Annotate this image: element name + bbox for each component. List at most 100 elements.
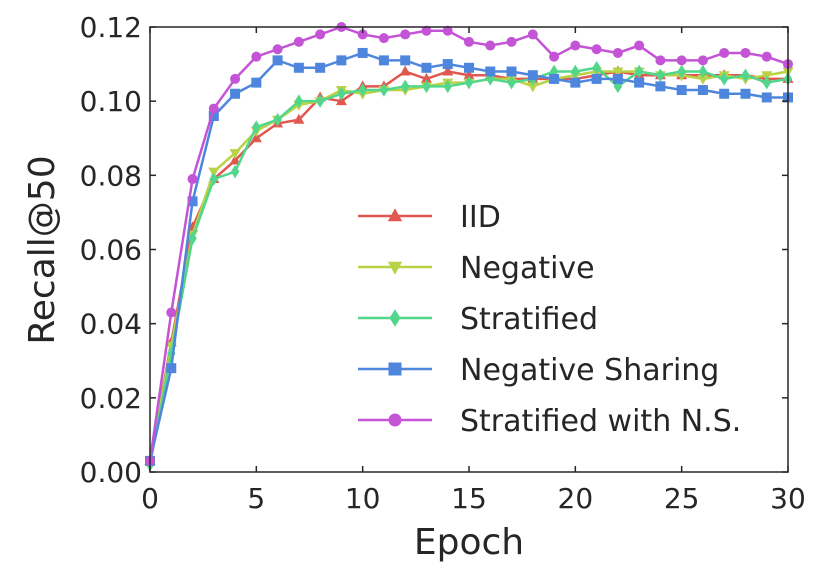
data-point-stratified [315, 94, 325, 108]
data-point-stratified [762, 75, 771, 90]
data-point-negative-sharing [719, 88, 730, 99]
series-stratified-with-n-s [145, 22, 793, 466]
legend-label-negative: Negative [460, 251, 595, 286]
legend-label-iid: IID [460, 200, 501, 235]
data-point-stratified [294, 94, 304, 108]
data-point-negative-sharing [761, 92, 772, 103]
data-point-iid [293, 113, 305, 124]
data-point-stratified-with-n-s [570, 40, 581, 51]
data-point-iid [442, 65, 454, 76]
data-point-negative-sharing [400, 55, 411, 66]
data-point-negative-sharing [612, 73, 623, 84]
ticks-layer: 0 5 10 15 20 25 30 0.00 0.02 0.04 0.06 0.08 0.10 0.12 [80, 11, 806, 515]
legend-marker-stratified-with-n-s [388, 413, 402, 427]
y-tick-label: 0.10 [80, 85, 142, 118]
data-point-negative-sharing [464, 62, 474, 73]
data-point-negative-sharing [293, 62, 304, 73]
legend-marker-negative [387, 261, 403, 275]
legend: IID Negative Stratified Negative Sharing Str… [358, 200, 741, 439]
data-point-stratified-with-n-s [527, 29, 538, 40]
data-point-negative [612, 67, 624, 78]
series-layer [144, 22, 794, 472]
data-point-stratified-with-n-s [251, 51, 262, 62]
y-tick-label: 0.06 [80, 234, 142, 267]
data-point-negative-sharing [251, 77, 262, 88]
data-point-negative-sharing [591, 73, 602, 84]
data-point-stratified-with-n-s [740, 47, 751, 58]
x-tick-label: 10 [345, 482, 381, 515]
data-point-stratified-with-n-s [506, 36, 517, 47]
data-point-negative-sharing [166, 363, 177, 374]
data-point-stratified [656, 68, 665, 82]
legend-item-stratified: Stratified [358, 302, 598, 337]
data-point-negative-sharing [315, 62, 326, 73]
data-point-stratified [464, 75, 474, 90]
data-point-negative-sharing [421, 62, 432, 73]
data-point-negative [229, 149, 241, 160]
data-point-stratified-with-n-s [719, 47, 730, 58]
y-tick-label: 0.00 [80, 456, 142, 489]
legend-marker-stratified [389, 309, 401, 327]
data-point-stratified-with-n-s [166, 307, 177, 318]
legend-item-stratified-with-n-s: Stratified with N.S. [358, 404, 741, 439]
data-point-iid [399, 65, 411, 76]
data-point-stratified [400, 79, 410, 94]
data-point-stratified [741, 68, 750, 82]
data-point-stratified-with-n-s [187, 174, 198, 185]
data-point-stratified [507, 75, 516, 90]
data-point-stratified [634, 64, 644, 79]
data-point-stratified-with-n-s [676, 55, 687, 66]
data-point-stratified-with-n-s [293, 36, 304, 47]
data-point-stratified [273, 112, 282, 127]
y-axis-title: Recall@50 [22, 155, 63, 344]
data-point-stratified [422, 79, 431, 94]
data-point-stratified-with-n-s [421, 25, 432, 36]
data-point-stratified-with-n-s [272, 44, 283, 55]
data-point-stratified [337, 87, 346, 101]
data-point-stratified [230, 164, 240, 179]
x-tick-label: 0 [141, 482, 159, 515]
data-point-negative-sharing [676, 85, 687, 96]
data-point-iid [229, 154, 241, 165]
data-point-stratified [677, 64, 686, 79]
data-point-stratified-with-n-s [655, 55, 666, 66]
y-tick-label: 0.12 [80, 11, 142, 44]
y-tick-label: 0.02 [80, 382, 142, 415]
data-point-negative [527, 82, 539, 93]
data-point-stratified [443, 79, 452, 94]
data-point-stratified-with-n-s [464, 36, 474, 47]
data-point-iid [250, 132, 262, 143]
data-point-stratified [358, 83, 367, 97]
x-tick-label: 5 [247, 482, 265, 515]
legend-marker-iid [387, 208, 403, 222]
x-tick-label: 15 [451, 482, 487, 515]
data-point-negative [697, 74, 709, 85]
data-point-stratified-with-n-s [761, 51, 772, 62]
data-point-negative-sharing [527, 70, 538, 81]
data-point-stratified [252, 120, 261, 134]
data-point-iid [463, 69, 475, 80]
data-point-negative-sharing [506, 66, 517, 77]
data-point-negative-sharing [378, 55, 389, 66]
y-tick-label: 0.08 [80, 159, 142, 192]
data-point-stratified-with-n-s [549, 51, 560, 62]
data-point-negative-sharing [634, 77, 645, 88]
x-tick-label: 30 [770, 482, 806, 515]
legend-marker-negative-sharing [388, 362, 402, 376]
data-point-stratified-with-n-s [612, 47, 623, 58]
data-point-stratified-with-n-s [378, 33, 389, 44]
data-point-negative-sharing [357, 47, 368, 58]
x-tick-label: 20 [558, 482, 594, 515]
data-point-stratified-with-n-s [400, 29, 411, 40]
data-point-negative-sharing [570, 77, 581, 88]
y-tick-label: 0.04 [80, 308, 142, 341]
data-point-stratified-with-n-s [357, 29, 368, 40]
legend-item-negative-sharing: Negative Sharing [358, 353, 719, 388]
legend-item-iid: IID [358, 200, 501, 235]
data-point-stratified [188, 231, 197, 246]
data-point-stratified [698, 64, 708, 79]
data-point-negative-sharing [442, 59, 453, 70]
legend-label-stratified: Stratified [460, 302, 598, 337]
